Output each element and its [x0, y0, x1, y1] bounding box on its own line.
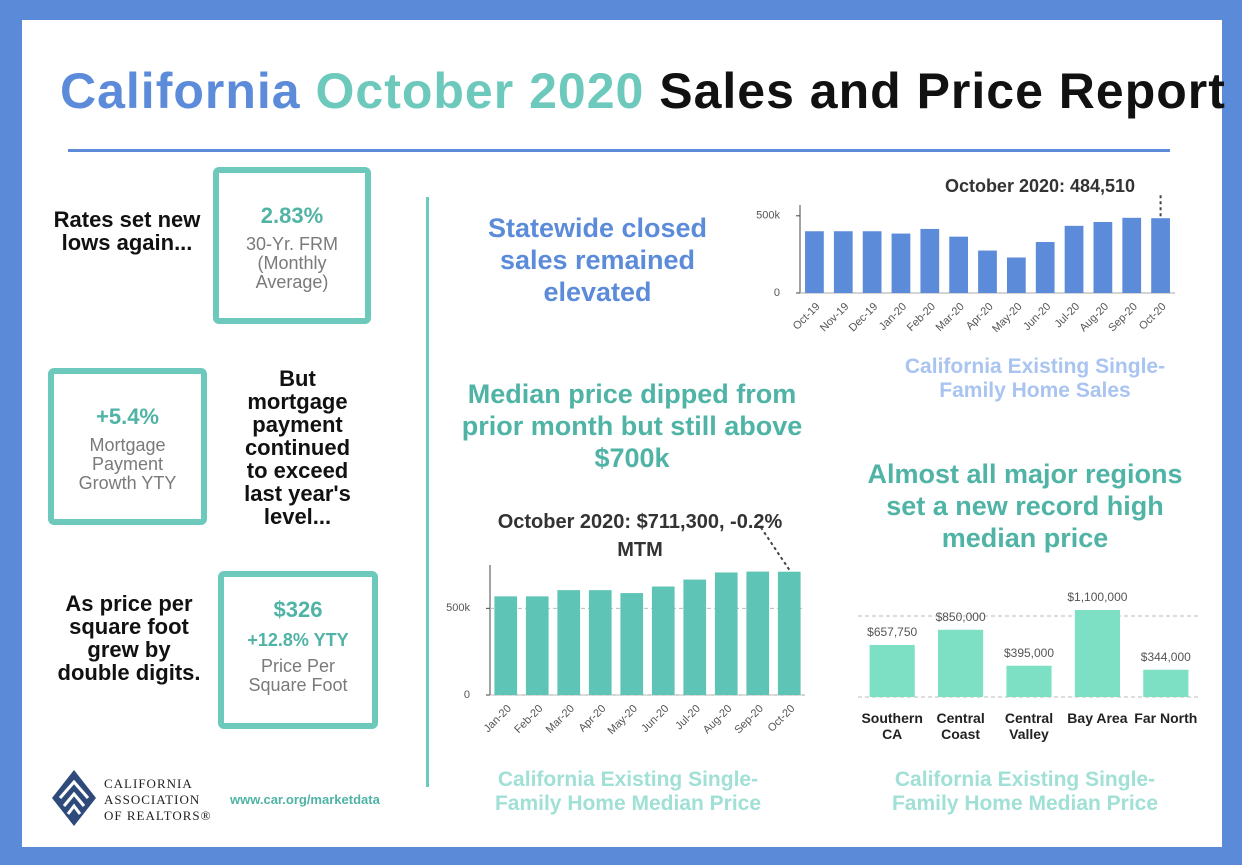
x-tick-label: Far North	[1134, 710, 1198, 726]
title: California October 2020 Sales and Price …	[60, 62, 1225, 120]
value-label: $395,000	[1004, 646, 1054, 660]
org-line: OF REALTORS®	[104, 808, 212, 823]
title-place: California	[60, 63, 301, 119]
value-label: $1,100,000	[1067, 590, 1127, 604]
x-tick-label: Jan-20	[482, 703, 514, 735]
annotation: October 2020: 484,510	[944, 176, 1136, 196]
x-tick-label: May-20	[605, 703, 639, 737]
y-tick-label: 0	[774, 287, 780, 299]
chart-caption: California Existing Single-Family Home M…	[891, 768, 1159, 815]
bar	[777, 571, 801, 695]
chart-headline: Almost all major regions set a new recor…	[867, 459, 1183, 553]
x-tick-label: Mar-20	[544, 703, 577, 736]
annotation-leader	[758, 524, 791, 571]
bar	[978, 250, 997, 293]
x-tick-label: May-20	[990, 301, 1024, 335]
stat-label: Price Per Square Foot	[248, 656, 348, 695]
url[interactable]: www.car.org/marketdata	[230, 792, 380, 807]
x-tick-label: Sep-20	[732, 703, 766, 737]
x-tick-label: Aug-20	[701, 703, 735, 737]
y-tick-label: 0	[464, 689, 470, 701]
x-tick-label: Feb-20	[905, 301, 938, 334]
chart-headline: Statewide closed sales remained elevated	[487, 213, 708, 307]
stat-text: Rates set new lows again...	[53, 207, 201, 255]
bar	[938, 629, 984, 697]
chart-caption: California Existing Single-Family Home M…	[494, 768, 762, 815]
x-tick-label: Oct-19	[791, 301, 823, 333]
title-period: October 2020	[315, 63, 645, 119]
chart-headline: Median price dipped from prior month but…	[461, 379, 803, 473]
stat-figure: $326	[273, 597, 323, 622]
x-tick-label: Apr-20	[577, 703, 609, 735]
bar	[833, 231, 853, 293]
stat-sub: +12.8% YTY	[247, 630, 349, 650]
bar	[1143, 669, 1189, 697]
logo	[52, 770, 96, 826]
x-tick-label: Oct-20	[766, 703, 798, 735]
stat-box: +5.4% Mortgage Payment Growth YTY	[48, 368, 207, 525]
org-line: ASSOCIATION	[104, 792, 201, 807]
bar	[1093, 221, 1113, 293]
stat-label: Mortgage Payment Growth YTY	[78, 435, 177, 493]
stat-figure: +5.4%	[96, 404, 159, 429]
stat-text: As price per square foot grew by double …	[57, 591, 201, 685]
value-label: $344,000	[1141, 650, 1191, 664]
stat-text: But mortgage payment continued to exceed…	[244, 366, 351, 529]
x-tick-label: Southern CA	[861, 710, 923, 742]
org-name: CALIFORNIA ASSOCIATION OF REALTORS®	[104, 776, 212, 824]
bar	[714, 572, 738, 695]
bar	[1064, 225, 1084, 293]
bar	[620, 593, 644, 695]
x-tick-label: Oct-20	[1137, 301, 1169, 333]
x-tick-label: Jun-20	[639, 703, 671, 735]
x-tick-label: Aug-20	[1077, 301, 1111, 335]
bar	[805, 231, 824, 293]
y-tick-label: 500k	[756, 210, 780, 222]
x-tick-label: Central Coast	[936, 710, 985, 742]
x-tick-label: Mar-20	[934, 301, 967, 334]
bar	[588, 590, 612, 695]
divider	[426, 197, 429, 787]
org-line: CALIFORNIA	[104, 776, 193, 791]
stat-box: 2.83% 30-Yr. FRM (Monthly Average)	[213, 167, 371, 324]
y-tick-label: 500k	[446, 602, 470, 614]
x-tick-label: Dec-19	[847, 301, 881, 335]
bar	[683, 579, 707, 695]
bar	[949, 236, 969, 293]
bar	[1151, 218, 1170, 293]
stat-label: 30-Yr. FRM (Monthly Average)	[245, 234, 338, 292]
bar	[891, 233, 911, 293]
bar	[525, 596, 549, 695]
stat-box: $326 +12.8% YTY Price Per Square Foot	[218, 571, 378, 729]
bar	[557, 590, 581, 695]
annotation: October 2020: $711,300, -0.2% MTM	[497, 511, 783, 561]
bar	[1006, 257, 1026, 293]
x-tick-label: Nov-19	[818, 301, 852, 335]
x-tick-label: Jan-20	[877, 301, 909, 333]
chart-caption: California Existing Single-Family Home S…	[904, 355, 1166, 402]
bar	[920, 228, 940, 293]
x-tick-label: Bay Area	[1067, 710, 1128, 726]
bar	[494, 596, 518, 695]
bar	[1074, 610, 1120, 697]
bar	[1122, 217, 1142, 293]
stat-figure: 2.83%	[260, 203, 324, 228]
bar	[746, 571, 770, 695]
x-tick-label: Central Valley	[1004, 710, 1054, 742]
x-tick-label: Feb-20	[512, 703, 545, 736]
title-rule	[68, 149, 1170, 152]
value-label: $657,750	[867, 625, 917, 639]
bar	[1035, 242, 1055, 293]
x-tick-label: Jul-20	[673, 703, 703, 733]
title-rest: Sales and Price Report	[659, 63, 1226, 119]
bar	[1006, 665, 1052, 697]
value-label: $850,000	[936, 610, 986, 624]
bar	[862, 231, 882, 293]
bar	[651, 586, 675, 695]
bar	[869, 644, 915, 697]
x-tick-label: Sep-20	[1106, 301, 1140, 335]
x-tick-label: Jun-20	[1021, 301, 1053, 333]
